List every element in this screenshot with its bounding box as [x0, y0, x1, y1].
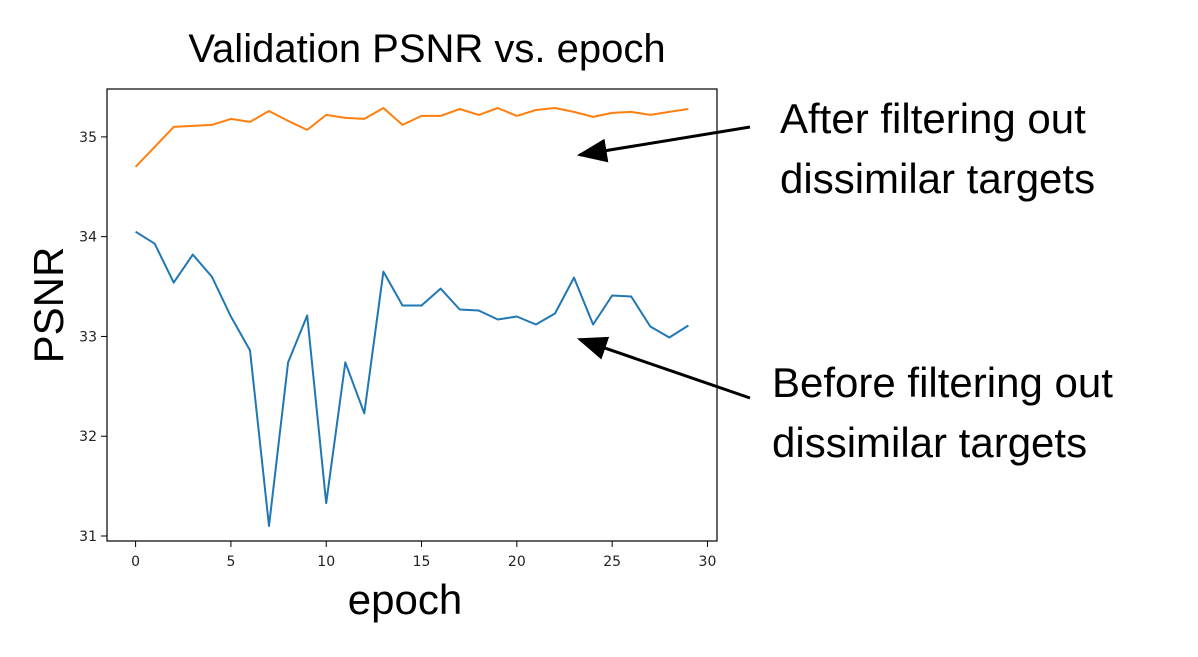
y-tick-label: 33	[79, 329, 97, 345]
y-tick-label: 35	[79, 130, 97, 146]
x-tick-label: 10	[317, 554, 335, 570]
series-line-2	[134, 107, 689, 168]
annotation-arrow	[576, 336, 751, 400]
annotation-text: Before filtering out	[772, 359, 1113, 406]
x-tick-label: 5	[226, 554, 235, 570]
annotation-arrow	[576, 125, 751, 163]
y-tick-label: 34	[79, 230, 97, 246]
x-tick-label: 0	[131, 554, 140, 570]
x-tick-label: 15	[413, 554, 431, 570]
y-tick-label: 32	[79, 429, 97, 445]
annotation-text: dissimilar targets	[772, 419, 1087, 466]
x-tick-label: 25	[603, 554, 621, 570]
x-tick-label: 20	[508, 554, 526, 570]
x-axis-title: epoch	[348, 576, 462, 623]
chart-title: Validation PSNR vs. epoch	[188, 27, 665, 71]
plot-area: 0 5 10 15 20 25 30 31 32 33 34 35	[79, 88, 718, 570]
y-axis-title: PSNR	[25, 247, 72, 364]
y-tick-label: 31	[79, 529, 97, 545]
plot-frame	[106, 88, 718, 542]
annotation-text: dissimilar targets	[780, 155, 1095, 202]
x-tick-label: 30	[699, 554, 717, 570]
annotations: After filtering out dissimilar targets Bef…	[576, 95, 1113, 466]
annotation-text: After filtering out	[780, 95, 1086, 142]
series-line-1	[135, 230, 689, 527]
